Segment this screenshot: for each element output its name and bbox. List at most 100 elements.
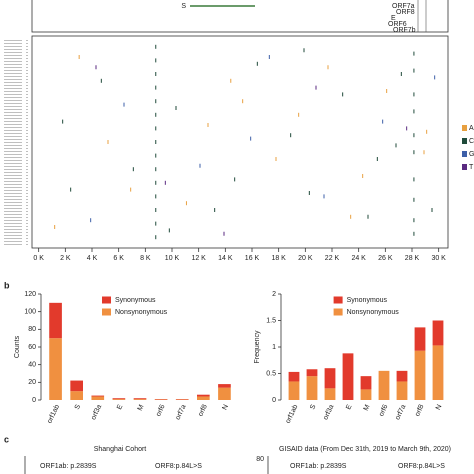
x-tick-label: 2 K: [60, 255, 71, 262]
x-tick-label: 24 K: [351, 255, 366, 262]
x-tick-label: E: [345, 403, 353, 410]
y-tick-label: 1.5: [266, 317, 276, 324]
x-tick-label: M: [137, 404, 146, 412]
bar-segment: [288, 371, 300, 382]
annotation: ORF1ab: p.2839S: [40, 463, 97, 470]
map-frame: [31, 35, 449, 249]
x-tick-label: M: [363, 404, 372, 412]
x-tick-label: orf6: [155, 404, 166, 418]
x-tick-label: orf6: [378, 404, 389, 418]
x-tick-label: 6 K: [113, 255, 124, 262]
y-tick-label: 0.5: [266, 370, 276, 377]
x-tick-label: N: [221, 404, 229, 412]
bar-segment: [288, 381, 300, 400]
bar-segment: [360, 389, 372, 400]
bar-segment: [342, 353, 354, 400]
y-tick-label: 100: [24, 309, 36, 316]
x-tick-label: orf3a: [322, 404, 335, 422]
legend-label: Nonsynonymous: [347, 309, 400, 316]
bar-segment: [218, 384, 231, 388]
legend-label: A: [469, 125, 474, 132]
legend-swatch: [462, 164, 467, 170]
legend-label: Synonymous: [115, 297, 156, 304]
y-tick-label: 40: [28, 362, 36, 369]
annotation: ORF1ab: p.2839S: [290, 463, 347, 470]
y-tick-label: 80: [28, 326, 36, 333]
bar-segment: [91, 396, 105, 400]
bar-segment: [414, 350, 426, 400]
y-axis-label: Counts: [14, 335, 21, 358]
bar-segment: [197, 394, 210, 397]
legend-swatch: [462, 138, 467, 144]
panel-letter: b: [4, 280, 10, 290]
panel-title: GISAID data (From Dec 31th, 2019 to Marc…: [279, 446, 451, 453]
gene-label: E: [391, 15, 396, 22]
bar-segment: [218, 387, 231, 400]
y-tick-label: 0: [272, 397, 276, 404]
gene-label: ORF8: [396, 9, 415, 16]
bar-segment: [70, 380, 83, 392]
legend-swatch: [462, 125, 467, 131]
legend-swatch: [462, 151, 467, 157]
legend-label: Nonsynonymous: [115, 309, 168, 316]
bar-segment: [396, 381, 408, 400]
bar-segment: [133, 398, 147, 400]
panel-title: Shanghai Cohort: [94, 446, 147, 453]
legend-label: T: [469, 164, 474, 171]
legend-swatch: [333, 296, 343, 304]
gene-label: ORF7a: [392, 3, 415, 10]
x-tick-label: orf1ab: [46, 404, 61, 425]
x-tick-label: 28 K: [405, 255, 420, 262]
x-tick-label: orf8: [197, 404, 208, 418]
panel-letter: c: [4, 434, 9, 444]
bar-segment: [324, 368, 336, 389]
x-tick-label: 16 K: [245, 255, 260, 262]
x-tick-label: orf1ab: [285, 404, 300, 425]
bar-segment: [112, 398, 126, 400]
gene-label: ORF6: [388, 21, 407, 28]
legend-swatch: [102, 308, 111, 316]
bar-segment: [112, 399, 126, 400]
legend-label: Synonymous: [347, 297, 388, 304]
bar-segment: [49, 338, 62, 400]
x-tick-label: 26 K: [378, 255, 393, 262]
y-tick-label: 60: [28, 344, 36, 351]
bar-segment: [306, 369, 318, 377]
x-tick-label: 8 K: [140, 255, 151, 262]
annotation: ORF8:p.84L>S: [398, 463, 445, 470]
gene-label: S: [181, 3, 186, 10]
gene-label: ORF7b: [393, 27, 416, 34]
y-tick-label: 2: [272, 291, 276, 298]
legend-label: G: [469, 151, 474, 158]
x-tick-label: S: [74, 403, 82, 410]
bar-segment: [70, 391, 83, 400]
bar-segment: [324, 388, 336, 400]
legend-label: C: [469, 138, 474, 145]
y-tick-label: 80: [256, 456, 264, 463]
bar-segment: [396, 370, 408, 382]
y-axis-label: Frequency: [254, 330, 261, 364]
y-tick-label: 1: [272, 344, 276, 351]
sample-names: [4, 38, 28, 245]
annotation: ORF8:p.84L>S: [155, 463, 202, 470]
bar-segment: [378, 370, 390, 400]
legend-swatch: [333, 308, 343, 316]
x-tick-label: 18 K: [271, 255, 286, 262]
bar-segment: [133, 399, 147, 400]
x-tick-label: orf7a: [394, 404, 407, 422]
y-tick-label: 120: [24, 291, 36, 298]
x-tick-label: 30 K: [431, 255, 446, 262]
x-tick-label: 0 K: [33, 255, 44, 262]
y-tick-label: 0: [32, 397, 36, 404]
x-tick-label: orf7a: [175, 404, 188, 422]
bar-segment: [432, 320, 444, 346]
x-tick-label: 14 K: [218, 255, 233, 262]
genome-frame: [31, 0, 449, 33]
bar-segment: [432, 345, 444, 400]
y-tick-label: 20: [28, 379, 36, 386]
x-tick-label: S: [309, 403, 317, 410]
legend-swatch: [102, 296, 111, 304]
bar-segment: [49, 302, 62, 339]
bar-segment: [91, 395, 105, 397]
